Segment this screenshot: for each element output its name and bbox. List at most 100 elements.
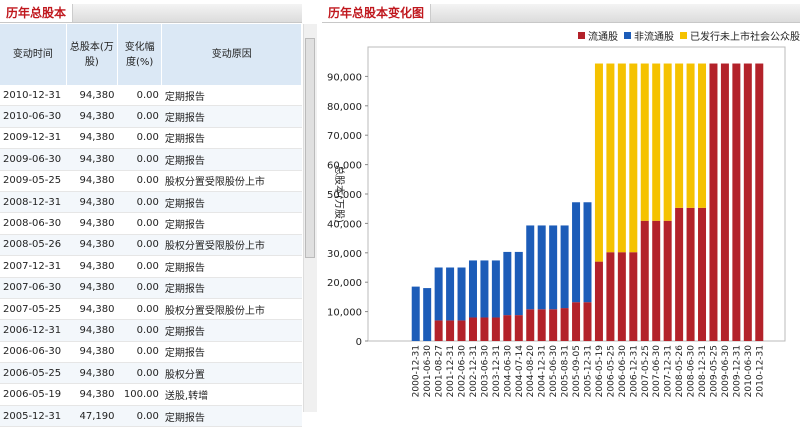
table-cell: 94,380 [66,255,118,278]
bar-segment [549,225,558,310]
bar-segment [526,309,535,341]
bar-segment [468,260,477,318]
bar-segment [663,63,672,221]
bar-segment [537,309,546,341]
table-cell: 94,380 [66,341,118,364]
column-header: 总股本(万股) [66,24,118,85]
bar-segment [709,63,718,342]
bar-segment [457,267,466,321]
table-row: 2007-05-25 94,380 0.00 股权分置受限股份上市 [0,298,302,321]
x-tick-label: 2006-06-30 [618,345,628,398]
table-cell: 0.00 [117,234,162,257]
x-tick-label: 2004-06-30 [503,345,513,398]
table-cell: 2008-05-26 [0,234,67,257]
table-cell: 股权分置 [161,362,302,385]
x-tick-label: 2006-05-25 [606,345,616,397]
bar-segment [503,315,512,341]
table-cell: 2006-06-30 [0,341,67,364]
table-cell: 94,380 [66,191,118,214]
x-tick-label: 2002-06-30 [458,345,468,398]
table-row: 2007-12-31 94,380 0.00 定期报告 [0,255,302,278]
x-tick-label: 2010-12-31 [755,345,765,397]
table: 变动时间 总股本(万股) 变化幅度(%) 变动原因 2010-12-31 94,380 0… [0,24,302,427]
bar-segment [526,225,535,310]
bar-segment [480,317,489,341]
y-tick-label: 50,000 [327,190,362,201]
table-cell: 94,380 [66,212,118,235]
table-cell: 定期报告 [161,341,302,364]
table-row: 2010-06-30 94,380 0.00 定期报告 [0,105,302,128]
x-tick-label: 2005-09-05 [572,345,582,397]
x-tick-label: 2008-05-26 [675,345,685,398]
table-cell: 股权分置受限股份上市 [161,298,302,321]
table-cell: 2008-06-30 [0,212,67,235]
y-axis-label: 总股本(万股) [333,165,346,223]
bar-segment [617,63,626,253]
table-cell: 100.00 [117,383,162,406]
bar-segment [560,308,569,341]
bar-segment [617,252,626,341]
bar-segment [686,207,695,341]
bar-segment [629,252,638,341]
bar-segment [686,63,695,208]
table-cell: 定期报告 [161,277,302,299]
column-header: 变动原因 [161,24,302,85]
legend-label: 非流通股 [634,30,674,43]
bar-segment [468,317,477,341]
x-tick-label: 2007-05-25 [641,345,651,397]
x-tick-label: 2004-08-20 [526,345,536,398]
table-cell: 定期报告 [161,85,302,107]
bar-segment [594,63,603,262]
bar-segment [743,63,752,342]
bar-segment [594,261,603,341]
bar-segment [629,63,638,253]
table-row: 2007-06-30 94,380 0.00 定期报告 [0,277,302,299]
x-tick-label: 2010-06-30 [744,345,754,398]
bar-segment [652,220,661,341]
bar-segment [537,225,546,310]
table-row: 2008-12-31 94,380 0.00 定期报告 [0,191,302,214]
table-cell: 2008-12-31 [0,191,67,214]
scroll-thumb[interactable] [305,38,315,258]
table-cell: 2009-05-25 [0,170,67,192]
bar-segment [491,260,500,318]
bar-segment [491,317,500,341]
table-row: 2006-05-25 94,380 0.00 股权分置 [0,362,302,385]
table-cell: 2006-12-31 [0,319,67,342]
table-cell: 2007-06-30 [0,277,67,299]
x-tick-label: 2009-06-30 [721,345,731,398]
table-row: 2010-12-31 94,380 0.00 定期报告 [0,85,302,107]
table-row: 2009-12-31 94,380 0.00 定期报告 [0,127,302,150]
chart-title: 历年总股本变化图 [322,4,432,22]
table-cell: 定期报告 [161,212,302,235]
column-header: 变动时间 [0,24,67,85]
bar-segment [514,251,523,316]
legend-label: 已发行未上市社会公众股 [690,30,800,43]
table-cell: 94,380 [66,277,118,299]
bar-segment [606,63,615,253]
x-tick-label: 2001-06-30 [423,345,433,398]
tab-bar: 历年总股本 [0,4,302,23]
table-cell: 定期报告 [161,405,302,427]
y-tick-label: 0 [356,337,362,348]
table-cell: 0.00 [117,105,162,128]
scrollbar[interactable] [303,24,317,412]
chart: 总股本(万股) 0 10,000 20,000 30,000 40,000 50,000 6… [327,30,800,398]
bar-segment [434,320,443,341]
x-tick-label: 2009-05-25 [709,345,719,397]
table-cell: 2009-06-30 [0,148,67,171]
table-cell: 股权分置受限股份上市 [161,234,302,257]
x-tick-label: 2005-06-30 [549,345,559,398]
y-tick-label: 60,000 [327,161,362,172]
legend-swatch [680,32,687,39]
y-tick-label: 40,000 [327,219,362,230]
bar-segment [652,63,661,221]
table-row: 2006-12-31 94,380 0.00 定期报告 [0,319,302,342]
x-tick-label: 2004-07-14 [515,345,525,398]
bar-segment [755,63,764,342]
x-tick-label: 2008-06-30 [687,345,697,398]
table-cell: 2009-12-31 [0,127,67,150]
table-cell: 0.00 [117,127,162,150]
left-panel: 历年总股本 变动时间 总股本(万股) 变化幅度(%) 变动原因 2010-12-31 9… [0,0,317,427]
table-cell: 0.00 [117,277,162,299]
